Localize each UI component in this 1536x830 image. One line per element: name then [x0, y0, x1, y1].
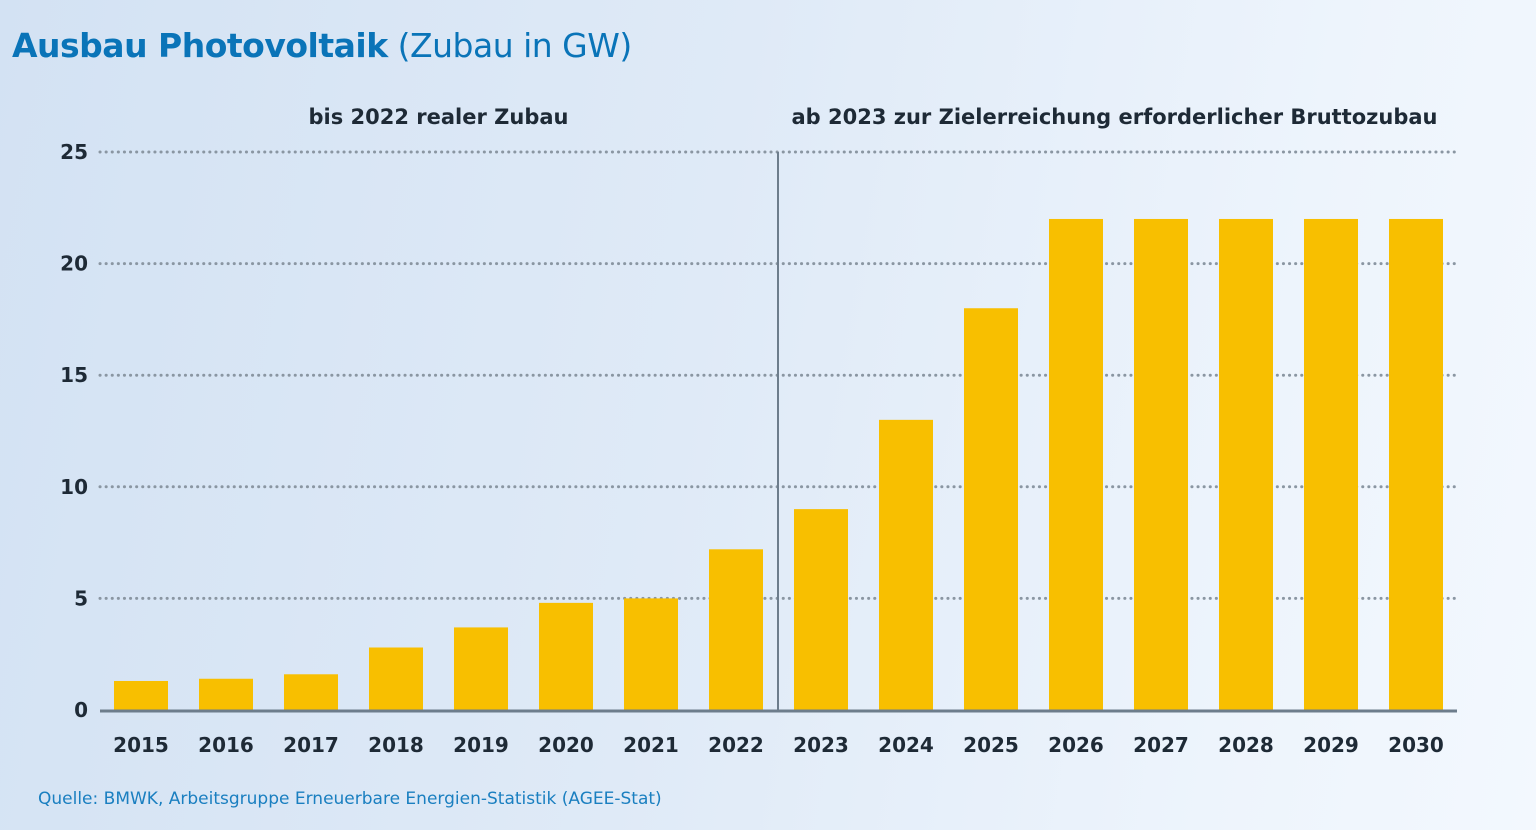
bar-2022: [709, 549, 763, 710]
x-tick-label: 2021: [623, 733, 679, 757]
x-tick-label: 2017: [283, 733, 339, 757]
x-tick-label: 2019: [453, 733, 509, 757]
y-tick-label: 15: [60, 363, 88, 387]
x-tick-label: 2025: [963, 733, 1019, 757]
bar-2029: [1304, 218, 1358, 710]
bar-2018: [369, 647, 423, 710]
y-tick-label: 0: [74, 698, 88, 722]
section-labels: bis 2022 realer Zubau ab 2023 zur Zielerr…: [308, 105, 1437, 129]
y-tick-label: 10: [60, 475, 88, 499]
source-note: Quelle: BMWK, Arbeitsgruppe Erneuerbare …: [38, 789, 662, 809]
bar-2019: [454, 627, 508, 710]
x-tick-label: 2026: [1048, 733, 1104, 757]
bar-2023: [794, 509, 848, 710]
x-tick-label: 2028: [1218, 733, 1274, 757]
chart-title-main: Ausbau Photovoltaik: [12, 26, 388, 65]
bar-2025: [964, 308, 1018, 710]
x-tick-label: 2022: [708, 733, 764, 757]
bar-2020: [539, 602, 593, 710]
bar-2027: [1134, 218, 1188, 710]
bars: [114, 218, 1443, 710]
y-tick-label: 5: [74, 586, 88, 610]
x-tick-label: 2020: [538, 733, 594, 757]
bar-2016: [199, 678, 253, 710]
x-tick-label: 2029: [1303, 733, 1359, 757]
x-tick-label: 2027: [1133, 733, 1189, 757]
chart-title: Ausbau Photovoltaik (Zubau in GW): [12, 26, 632, 65]
y-tick-label: 25: [60, 140, 88, 164]
bar-2026: [1049, 218, 1103, 710]
x-tick-label: 2015: [113, 733, 169, 757]
x-tick-label: 2016: [198, 733, 254, 757]
x-axis-ticks: 2015 2016 2017 2018 2019 2020 2021 2022 2023 2024…: [113, 733, 1444, 757]
chart-title-unit: (Zubau in GW): [397, 26, 633, 65]
section-label: bis 2022 realer Zubau: [308, 105, 568, 129]
x-tick-label: 2023: [793, 733, 849, 757]
bar-2017: [284, 674, 338, 710]
section-label: ab 2023 zur Zielerreichung erforderliche…: [791, 105, 1437, 129]
y-axis-ticks: 0 5 10 15 20 25: [60, 140, 88, 722]
y-tick-label: 20: [60, 252, 88, 276]
x-tick-label: 2030: [1388, 733, 1444, 757]
bar-2021: [624, 598, 678, 710]
bar-2028: [1219, 218, 1273, 710]
x-tick-label: 2018: [368, 733, 424, 757]
bar-2024: [879, 419, 933, 710]
bar-2030: [1389, 218, 1443, 710]
bar-2015: [114, 680, 168, 710]
x-tick-label: 2024: [878, 733, 934, 757]
